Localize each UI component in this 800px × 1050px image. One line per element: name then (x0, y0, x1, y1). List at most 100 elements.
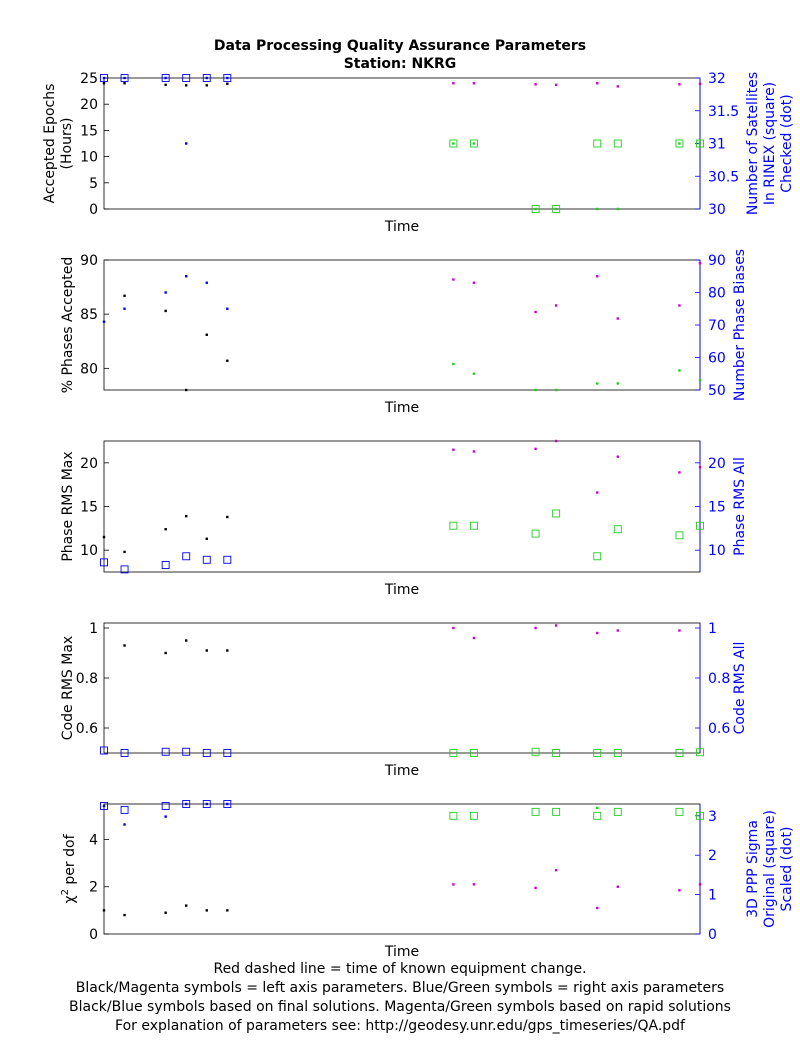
panel-1-right-label: Number of Satellites (745, 72, 761, 215)
panel-4-square-point (182, 747, 191, 756)
panel-3-square-point (593, 552, 602, 561)
panel-1-right-tick-label: 31 (708, 137, 726, 153)
panel-5-dot-point (226, 909, 229, 912)
panel-4-dot-point (123, 644, 126, 647)
panel-3-dot-point (123, 550, 126, 554)
panel-2-dot-point (698, 262, 702, 265)
panel-3-dot-point (452, 448, 455, 451)
panel-4-square-point (161, 747, 170, 756)
panel-2-dot-point (123, 307, 126, 310)
panel-3-square-point (223, 555, 232, 564)
panel-5-dot-point (596, 806, 599, 810)
footer-line-3: Black/Blue symbols based on final soluti… (69, 999, 731, 1015)
panel-3-left-label: Phase RMS Max (60, 451, 76, 561)
panel-2-dot-point (616, 317, 619, 320)
panel-1-left-tick-label: 5 (89, 176, 98, 192)
panel-3-square-point (449, 521, 458, 530)
panel-2-dot-point (226, 307, 229, 310)
panel-1-dot-point (452, 82, 455, 85)
panel-5-square-point (552, 807, 561, 816)
panel-1-right-label: In RINEX (square) (762, 82, 778, 205)
panel-1-square-point (675, 139, 684, 148)
footer-line-2: Black/Magenta symbols = left axis parame… (75, 980, 725, 996)
panel-1-dot-point (452, 142, 455, 145)
panel-2-dot-point (164, 309, 167, 313)
panel-1-right-tick-label: 31.5 (708, 104, 739, 120)
panel-5-square-point (202, 800, 211, 808)
panel-1-dot-point (596, 207, 599, 211)
panel-4-square-point (202, 749, 211, 757)
panel-5-square-point (613, 807, 622, 816)
panel-5-dot-point (102, 804, 106, 808)
panel-2-dot-point (123, 294, 126, 297)
panel-1-right-label: Checked (dot) (779, 94, 795, 192)
panel-1-left-tick-label: 20 (80, 97, 98, 113)
panel-1-dot-point (596, 82, 599, 85)
panel-2-right-label: Number Phase Biases (732, 249, 748, 401)
panel-5-dot-point (123, 913, 126, 917)
panel-5-dot-point (226, 802, 229, 806)
panel-3-dot-point (678, 471, 681, 474)
panel-5-left-tick-label: 2 (89, 880, 98, 896)
panel-5-dot-point (102, 909, 106, 912)
panel-5-dot-point (698, 883, 702, 886)
panel-5-square-point (182, 800, 191, 808)
panel-5-square-point (223, 800, 232, 808)
panel-5-dot-point (164, 911, 167, 914)
panel-1-dot-point (226, 76, 229, 80)
panel-5-square-point (469, 811, 478, 820)
panel-1-dot-point (185, 84, 188, 87)
panel-1-square-point (202, 74, 211, 82)
panel-3-right-tick-label: 20 (708, 456, 726, 472)
panel-2-dot-point (678, 304, 681, 307)
panel-4-dot-point (452, 626, 455, 630)
panel-2-dot-point (596, 275, 599, 278)
panel-1-left-tick-label: 10 (80, 150, 98, 166)
panel-3-square-point (161, 561, 170, 569)
panel-1-right-tick-label: 32 (708, 71, 726, 87)
panel-2-right-tick-label: 50 (708, 383, 726, 399)
panel-3-dot-point (226, 515, 229, 519)
panel-3-square-point (613, 525, 622, 534)
panel-4-dot-point (472, 636, 476, 640)
panel-3-frame (103, 440, 701, 573)
footer-line-1: Red dashed line = time of known equipmen… (213, 961, 587, 977)
panel-5-square-point (593, 811, 602, 820)
panel-3-square-point (100, 558, 108, 567)
panel-5-dot-point (472, 883, 476, 886)
panel-1-right-tick-label: 30 (708, 202, 726, 218)
panel-1-dot-point (616, 85, 619, 88)
panel-2-left-tick-label: 85 (80, 307, 98, 323)
panel-1-left-tick-label: 25 (80, 71, 98, 87)
panel-5-square-point (100, 802, 108, 810)
panel-2-dot-point (534, 388, 537, 392)
panel-5-dot-point (185, 904, 188, 907)
panel-1-square-point (531, 205, 540, 213)
panel-5-dot-point (205, 802, 208, 806)
panel-5-dot-point (164, 815, 167, 818)
panel-4-square-point (100, 746, 108, 755)
panel-5-dot-point (185, 802, 188, 806)
panel-5-square-point (675, 807, 684, 816)
panel-2-dot-point (452, 362, 455, 366)
panel-1-dot-point (185, 142, 188, 145)
panel-5-square-point (531, 807, 540, 816)
panel-1-left-label: Accepted Epochs (42, 84, 58, 204)
panel-4-dot-point (534, 626, 537, 630)
panel-3-dot-point (185, 514, 188, 518)
panel-2-right-tick-label: 70 (708, 318, 726, 334)
panel-3-xlabel: Time (384, 582, 419, 598)
panel-5-left-label: χ2 per dof (60, 833, 78, 903)
panel-3-dot-point (205, 537, 208, 541)
panel-4-dot-point (678, 629, 681, 632)
panel-1-square-point (100, 74, 108, 82)
panel-5-square-point (161, 802, 170, 810)
panel-3-dot-point (472, 450, 476, 453)
panel-3-square-point (120, 565, 129, 574)
panel-3-dot-point (596, 491, 599, 494)
panel-2-left-tick-label: 80 (80, 361, 98, 377)
panel-4-square-point (469, 749, 478, 757)
panel-2-dot-point (164, 291, 167, 294)
panel-2-frame (103, 259, 701, 391)
